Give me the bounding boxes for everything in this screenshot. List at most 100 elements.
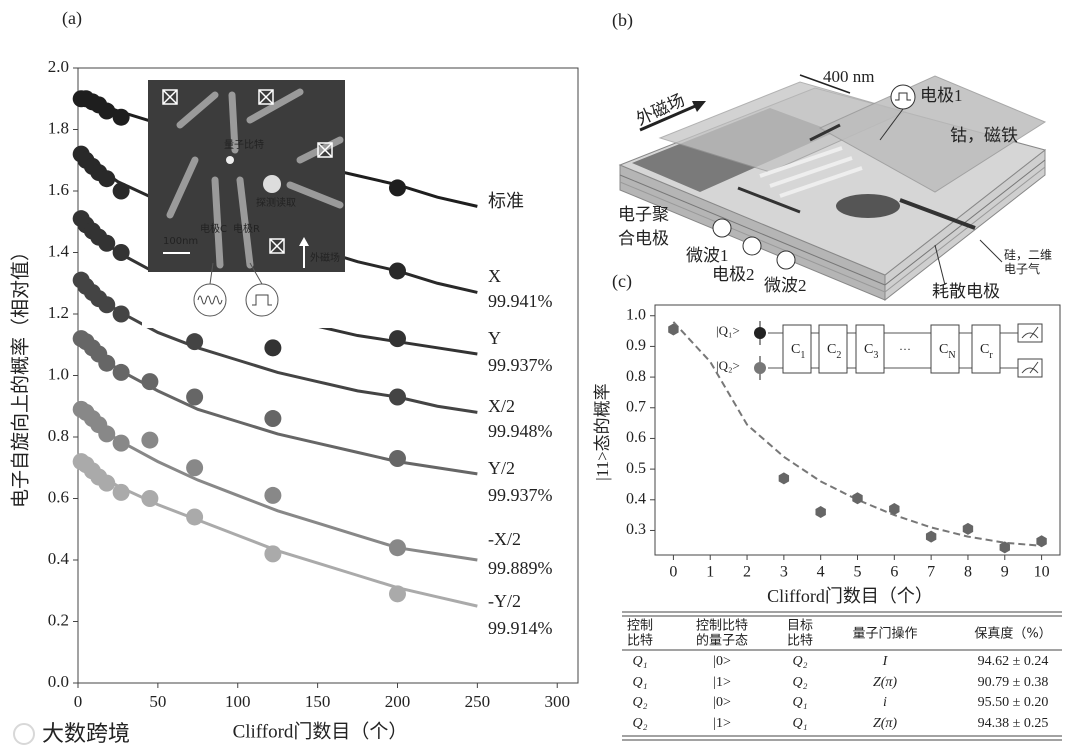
callout-line (979, 239, 1003, 263)
data-point (264, 410, 282, 428)
y-tick-label: 0.7 (626, 398, 646, 415)
inset-wire (166, 156, 199, 219)
x-tick-label: 150 (305, 692, 331, 711)
diagram-label: 电子气 (1004, 261, 1040, 276)
inset-callout (249, 262, 263, 285)
panel-label: (a) (62, 8, 82, 29)
data-point (112, 244, 130, 261)
inset-wire (246, 88, 304, 124)
table-header: 的量子态 (696, 633, 748, 649)
data-point (388, 450, 406, 468)
y-tick-label: 0.2 (48, 610, 69, 629)
inset-label: 外磁场 (310, 251, 340, 264)
table-cell: 94.62 ± 0.24 (978, 654, 1049, 669)
pulse-icon (890, 84, 916, 110)
data-point (815, 506, 826, 519)
gate-label: CN (939, 342, 956, 361)
gate-box (930, 324, 960, 374)
data-point (1036, 535, 1047, 548)
table-cell: Q₂ (633, 695, 648, 710)
wave-icon (197, 295, 223, 305)
data-point (98, 425, 116, 443)
inset-label: 电极R (233, 222, 260, 235)
spin-icon (754, 327, 766, 339)
y-tick-label: 0.8 (48, 426, 69, 445)
watermark-logo (13, 723, 35, 745)
y-axis-label: |11>态的概率 (593, 383, 612, 480)
diagram-label: 耗散电极 (932, 282, 1000, 301)
table-header: 控制 (627, 619, 653, 634)
y-tick-label: 0.6 (48, 487, 69, 506)
data-point (141, 373, 159, 391)
microwave-line (759, 146, 843, 178)
inset-callout (209, 262, 214, 285)
inset-label: 探测读取 (256, 196, 296, 209)
table-header: 比特 (787, 634, 813, 649)
inset-arrowhead (299, 237, 309, 246)
diagram-label: (b) (612, 10, 633, 31)
inset-marker (269, 238, 285, 254)
diagram-label: 合电极 (618, 229, 669, 248)
inset-label: 电极C (200, 222, 227, 235)
series-label: Y (488, 328, 501, 348)
y-tick-label: 0.3 (626, 521, 646, 538)
fit-line (77, 337, 478, 476)
wave-icon (776, 250, 796, 270)
microwave-line (769, 156, 853, 188)
y-tick-label: 0.8 (626, 368, 646, 385)
x-tick-label: 50 (149, 692, 166, 711)
y-tick-label: 1.0 (626, 306, 646, 323)
wave-icon (712, 218, 732, 238)
diagram-label: 电极2 (712, 265, 755, 284)
inset-callout (245, 283, 279, 317)
gate-ellipsis: ··· (899, 342, 911, 356)
series-label: -X/2 (488, 529, 521, 549)
x-tick-label: 4 (817, 564, 825, 581)
data-point (388, 539, 406, 557)
data-point (962, 522, 974, 535)
x-tick-label: 0 (669, 564, 677, 581)
table-cell: Z(π) (873, 716, 897, 731)
series-label: Y/2 (488, 458, 515, 478)
table-header: 目标 (787, 619, 813, 634)
x-tick-label: 5 (854, 564, 862, 581)
watermark: 大数跨境 (42, 722, 130, 747)
x-tick-label: 6 (890, 564, 898, 581)
table-cell: |0> (713, 654, 731, 669)
table-cell: I (882, 654, 889, 669)
x-tick-label: 9 (1001, 564, 1009, 581)
table-header: 保真度（%） (974, 626, 1051, 642)
spin-icon (754, 362, 766, 374)
series-fidelity: 99.941% (488, 291, 553, 311)
y-tick-label: 0.4 (626, 490, 646, 507)
y-tick-label: 1.6 (48, 180, 69, 199)
gate-box (818, 324, 848, 374)
text-sub: N (948, 350, 955, 361)
qubit-label: |Q₁> (716, 323, 740, 338)
text-sub: r (989, 350, 993, 361)
fit-line (77, 460, 478, 608)
diagram-label: 微波1 (686, 246, 729, 265)
diagram-label: 电子聚 (618, 205, 669, 224)
data-point (112, 305, 130, 323)
data-point (112, 483, 130, 501)
table-cell: Q₁ (793, 695, 808, 710)
callout-line (879, 108, 904, 141)
x-tick-label: 7 (927, 564, 935, 581)
inset-marker (269, 238, 285, 254)
data-point (668, 323, 679, 336)
table-cell: |1> (713, 675, 731, 690)
data-point (112, 108, 130, 126)
series-fidelity: 99.937% (488, 485, 553, 505)
table-cell: |1> (713, 716, 731, 731)
text-base: C (791, 342, 800, 357)
gate-box (855, 324, 885, 374)
table-header: 比特 (627, 634, 653, 649)
inset-label: 量子比特 (224, 139, 264, 151)
text-base: C (827, 342, 836, 357)
layer-line (619, 174, 886, 286)
data-point (388, 179, 406, 197)
diagram-label: 电极1 (920, 86, 963, 105)
table-cell: Q₂ (793, 654, 808, 669)
